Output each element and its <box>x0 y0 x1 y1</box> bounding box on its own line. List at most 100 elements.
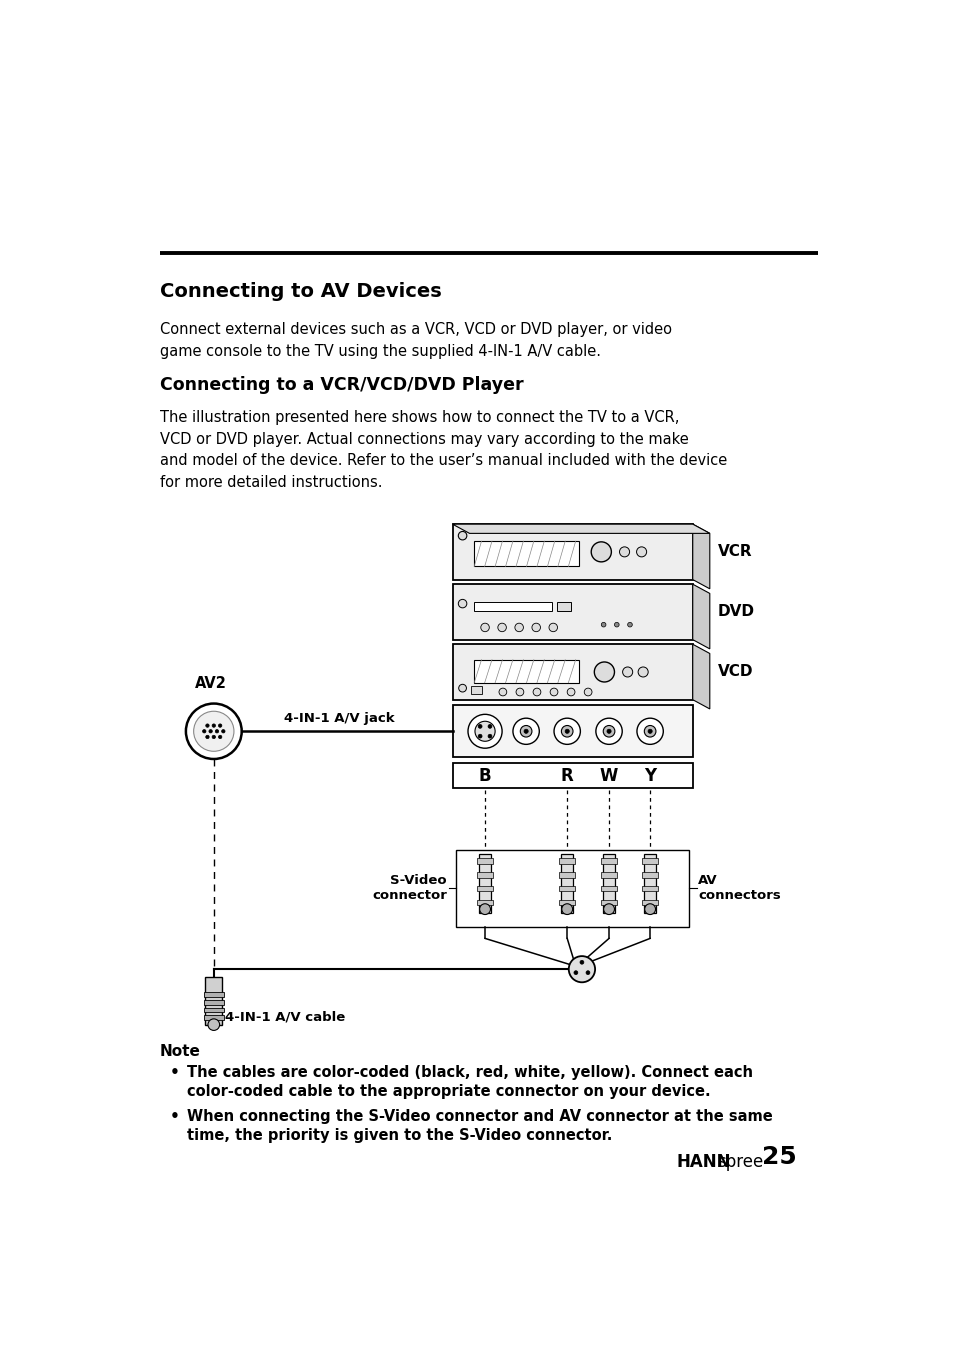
Bar <box>476 886 493 891</box>
Bar <box>452 584 692 639</box>
Circle shape <box>186 703 241 758</box>
Polygon shape <box>692 645 709 708</box>
Circle shape <box>568 956 595 983</box>
Circle shape <box>627 622 632 627</box>
Circle shape <box>636 546 646 557</box>
Circle shape <box>644 903 655 914</box>
Circle shape <box>208 1019 219 1030</box>
Bar <box>641 900 658 906</box>
Text: Note: Note <box>159 1044 200 1059</box>
Circle shape <box>606 729 611 733</box>
Bar <box>558 900 575 906</box>
Circle shape <box>603 903 614 914</box>
Circle shape <box>550 688 558 696</box>
Circle shape <box>206 735 209 738</box>
Circle shape <box>602 726 615 737</box>
Bar <box>204 1000 224 1005</box>
Circle shape <box>554 718 579 745</box>
Circle shape <box>212 735 215 738</box>
Circle shape <box>218 723 222 727</box>
Polygon shape <box>692 525 709 589</box>
Circle shape <box>591 542 611 562</box>
Bar <box>474 602 551 611</box>
Circle shape <box>497 623 506 631</box>
Circle shape <box>498 688 506 696</box>
Circle shape <box>622 667 632 677</box>
Bar <box>478 853 491 913</box>
Circle shape <box>477 734 481 738</box>
Bar <box>558 886 575 891</box>
Circle shape <box>532 623 540 631</box>
Circle shape <box>480 623 489 631</box>
Circle shape <box>477 725 481 729</box>
Circle shape <box>215 730 218 733</box>
Circle shape <box>519 726 532 737</box>
Circle shape <box>637 718 662 745</box>
Text: When connecting the S-Video connector and AV connector at the same: When connecting the S-Video connector an… <box>187 1110 772 1125</box>
Circle shape <box>583 688 592 696</box>
Circle shape <box>594 662 614 681</box>
Bar <box>641 886 658 891</box>
Text: Connecting to AV Devices: Connecting to AV Devices <box>159 281 441 300</box>
Bar <box>643 853 656 913</box>
Text: DVD: DVD <box>717 604 754 619</box>
Text: Y: Y <box>643 767 656 784</box>
Circle shape <box>458 684 466 692</box>
Bar <box>205 977 222 1025</box>
Circle shape <box>643 726 656 737</box>
Circle shape <box>457 599 466 608</box>
Circle shape <box>600 622 605 627</box>
Circle shape <box>596 718 621 745</box>
Text: •: • <box>170 1110 179 1125</box>
Text: time, the priority is given to the S-Video connector.: time, the priority is given to the S-Vid… <box>187 1128 612 1144</box>
Circle shape <box>515 623 523 631</box>
Bar <box>602 853 615 913</box>
Bar <box>600 900 617 906</box>
Bar <box>452 525 692 580</box>
Text: VCR: VCR <box>717 545 751 560</box>
Text: The cables are color-coded (black, red, white, yellow). Connect each: The cables are color-coded (black, red, … <box>187 1065 753 1080</box>
Bar <box>600 872 617 877</box>
Text: R: R <box>560 767 573 784</box>
Circle shape <box>523 729 528 733</box>
Text: The illustration presented here shows how to connect the TV to a VCR,
VCD or DVD: The illustration presented here shows ho… <box>159 410 726 489</box>
Text: 25: 25 <box>760 1145 796 1169</box>
Circle shape <box>585 971 589 975</box>
Bar <box>476 859 493 864</box>
Circle shape <box>548 623 557 631</box>
Circle shape <box>457 531 466 539</box>
Text: W: W <box>599 767 618 784</box>
Circle shape <box>516 688 523 696</box>
Circle shape <box>564 729 569 733</box>
Bar <box>474 660 578 683</box>
Polygon shape <box>452 525 709 534</box>
Bar <box>476 900 493 906</box>
Bar <box>558 859 575 864</box>
Bar <box>641 872 658 877</box>
Circle shape <box>488 734 492 738</box>
Circle shape <box>579 960 583 964</box>
Bar <box>452 763 692 788</box>
Text: spree: spree <box>716 1153 762 1171</box>
Text: 4-IN-1 A/V jack: 4-IN-1 A/V jack <box>284 713 395 725</box>
Bar <box>557 602 571 611</box>
Text: Connect external devices such as a VCR, VCD or DVD player, or video
game console: Connect external devices such as a VCR, … <box>159 322 671 360</box>
Text: AV2: AV2 <box>194 676 226 691</box>
Bar <box>474 541 578 566</box>
Circle shape <box>475 721 495 741</box>
Bar <box>456 850 688 927</box>
Bar <box>600 886 617 891</box>
Circle shape <box>206 723 209 727</box>
Circle shape <box>221 730 225 733</box>
Bar <box>476 872 493 877</box>
Circle shape <box>560 726 573 737</box>
Bar <box>452 645 692 700</box>
Bar <box>641 859 658 864</box>
Circle shape <box>638 667 647 677</box>
Circle shape <box>202 730 206 733</box>
Circle shape <box>488 725 492 729</box>
Bar <box>204 1015 224 1019</box>
Text: •: • <box>170 1065 179 1080</box>
Text: B: B <box>478 767 491 784</box>
Text: AV
connectors: AV connectors <box>698 875 781 902</box>
